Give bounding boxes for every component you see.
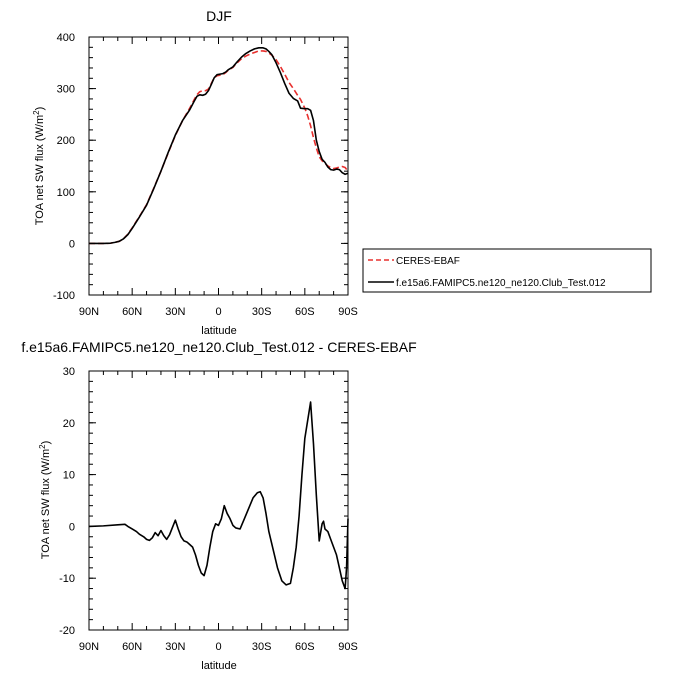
top-series-line-b bbox=[89, 47, 349, 245]
bottom-x-tick-label: 60N bbox=[122, 641, 142, 653]
top-x-tick-label: 30S bbox=[252, 306, 272, 318]
top-y-axis-label-end: ) bbox=[34, 107, 46, 111]
top-y-tick-label: 100 bbox=[57, 187, 75, 199]
top-y-tick-label: 0 bbox=[69, 238, 75, 250]
bottom-x-tick-label: 30S bbox=[252, 641, 272, 653]
bottom-x-axis-label: latitude bbox=[201, 660, 236, 672]
bottom-series-line-a bbox=[88, 401, 349, 590]
top-x-tick-label: 60N bbox=[122, 306, 142, 318]
top-y-axis-label-sup: 2 bbox=[32, 110, 41, 115]
top-x-tick-label: 90S bbox=[338, 306, 358, 318]
bottom-y-tick-label: 30 bbox=[63, 366, 75, 378]
top-x-tick-label: 0 bbox=[215, 306, 221, 318]
top-x-axis-label: latitude bbox=[201, 325, 236, 337]
bottom-y-axis-label-end: ) bbox=[40, 441, 52, 445]
top-y-axis-label-main: TOA net SW flux (W/m bbox=[34, 115, 46, 225]
bottom-chart-title: f.e15a6.FAMIPC5.ne120_ne120.Club_Test.01… bbox=[21, 339, 416, 355]
bottom-y-tick-label: 0 bbox=[69, 521, 75, 533]
top-panel: DJF 90N 60N 30N 0 30S 60S 90S -100 0 100 200 300 400… bbox=[32, 8, 358, 337]
top-chart-title: DJF bbox=[206, 8, 232, 24]
top-y-tick-label: -100 bbox=[53, 290, 75, 302]
top-y-axis-label: TOA net SW flux (W/m2) bbox=[32, 107, 46, 226]
top-y-tick-label: 400 bbox=[57, 32, 75, 44]
bottom-y-axis-label-main: TOA net SW flux (W/m bbox=[40, 449, 52, 559]
top-x-tick-label: 60S bbox=[295, 306, 315, 318]
bottom-y-axis-label-sup: 2 bbox=[38, 444, 47, 449]
bottom-y-tick-label: 20 bbox=[63, 418, 75, 430]
bottom-x-tick-label: 90N bbox=[79, 641, 99, 653]
bottom-x-tick-label: 30N bbox=[165, 641, 185, 653]
bottom-x-tick-label: 90S bbox=[338, 641, 358, 653]
top-x-tick-label: 30N bbox=[165, 306, 185, 318]
top-plot-marks: 90N 60N 30N 0 30S 60S 90S -100 0 100 200 300 400 bbox=[53, 32, 358, 318]
bottom-y-axis-label: TOA net SW flux (W/m2) bbox=[38, 441, 52, 560]
bottom-y-tick-label: -10 bbox=[59, 573, 75, 585]
top-x-tick-label: 90N bbox=[79, 306, 99, 318]
top-y-tick-label: 200 bbox=[57, 135, 75, 147]
bottom-x-tick-label: 60S bbox=[295, 641, 315, 653]
bottom-y-tick-label: 10 bbox=[63, 470, 75, 482]
top-y-tick-label: 300 bbox=[57, 84, 75, 96]
legend-entry-model: f.e15a6.FAMIPC5.ne120_ne120.Club_Test.01… bbox=[396, 278, 606, 289]
legend-entry-ceres: CERES-EBAF bbox=[396, 256, 460, 267]
bottom-x-tick-label: 0 bbox=[215, 641, 221, 653]
bottom-panel: f.e15a6.FAMIPC5.ne120_ne120.Club_Test.01… bbox=[21, 339, 416, 672]
top-series-line-a bbox=[89, 50, 349, 245]
legend-box bbox=[362, 248, 652, 293]
bottom-plot-marks: 90N 60N 30N 0 30S 60S 90S -20 -10 0 10 20 30 bbox=[59, 366, 358, 653]
legend: CERES-EBAF f.e15a6.FAMIPC5.ne120_ne120.C… bbox=[362, 248, 652, 293]
bottom-y-tick-label: -20 bbox=[59, 625, 75, 637]
